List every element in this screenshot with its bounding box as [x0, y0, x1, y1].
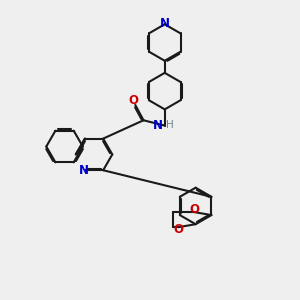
Text: N: N	[160, 17, 170, 30]
Text: H: H	[166, 120, 174, 130]
Text: O: O	[189, 203, 200, 216]
Text: O: O	[174, 223, 184, 236]
Text: N: N	[153, 119, 163, 132]
Text: N: N	[79, 164, 88, 177]
Text: O: O	[129, 94, 139, 107]
